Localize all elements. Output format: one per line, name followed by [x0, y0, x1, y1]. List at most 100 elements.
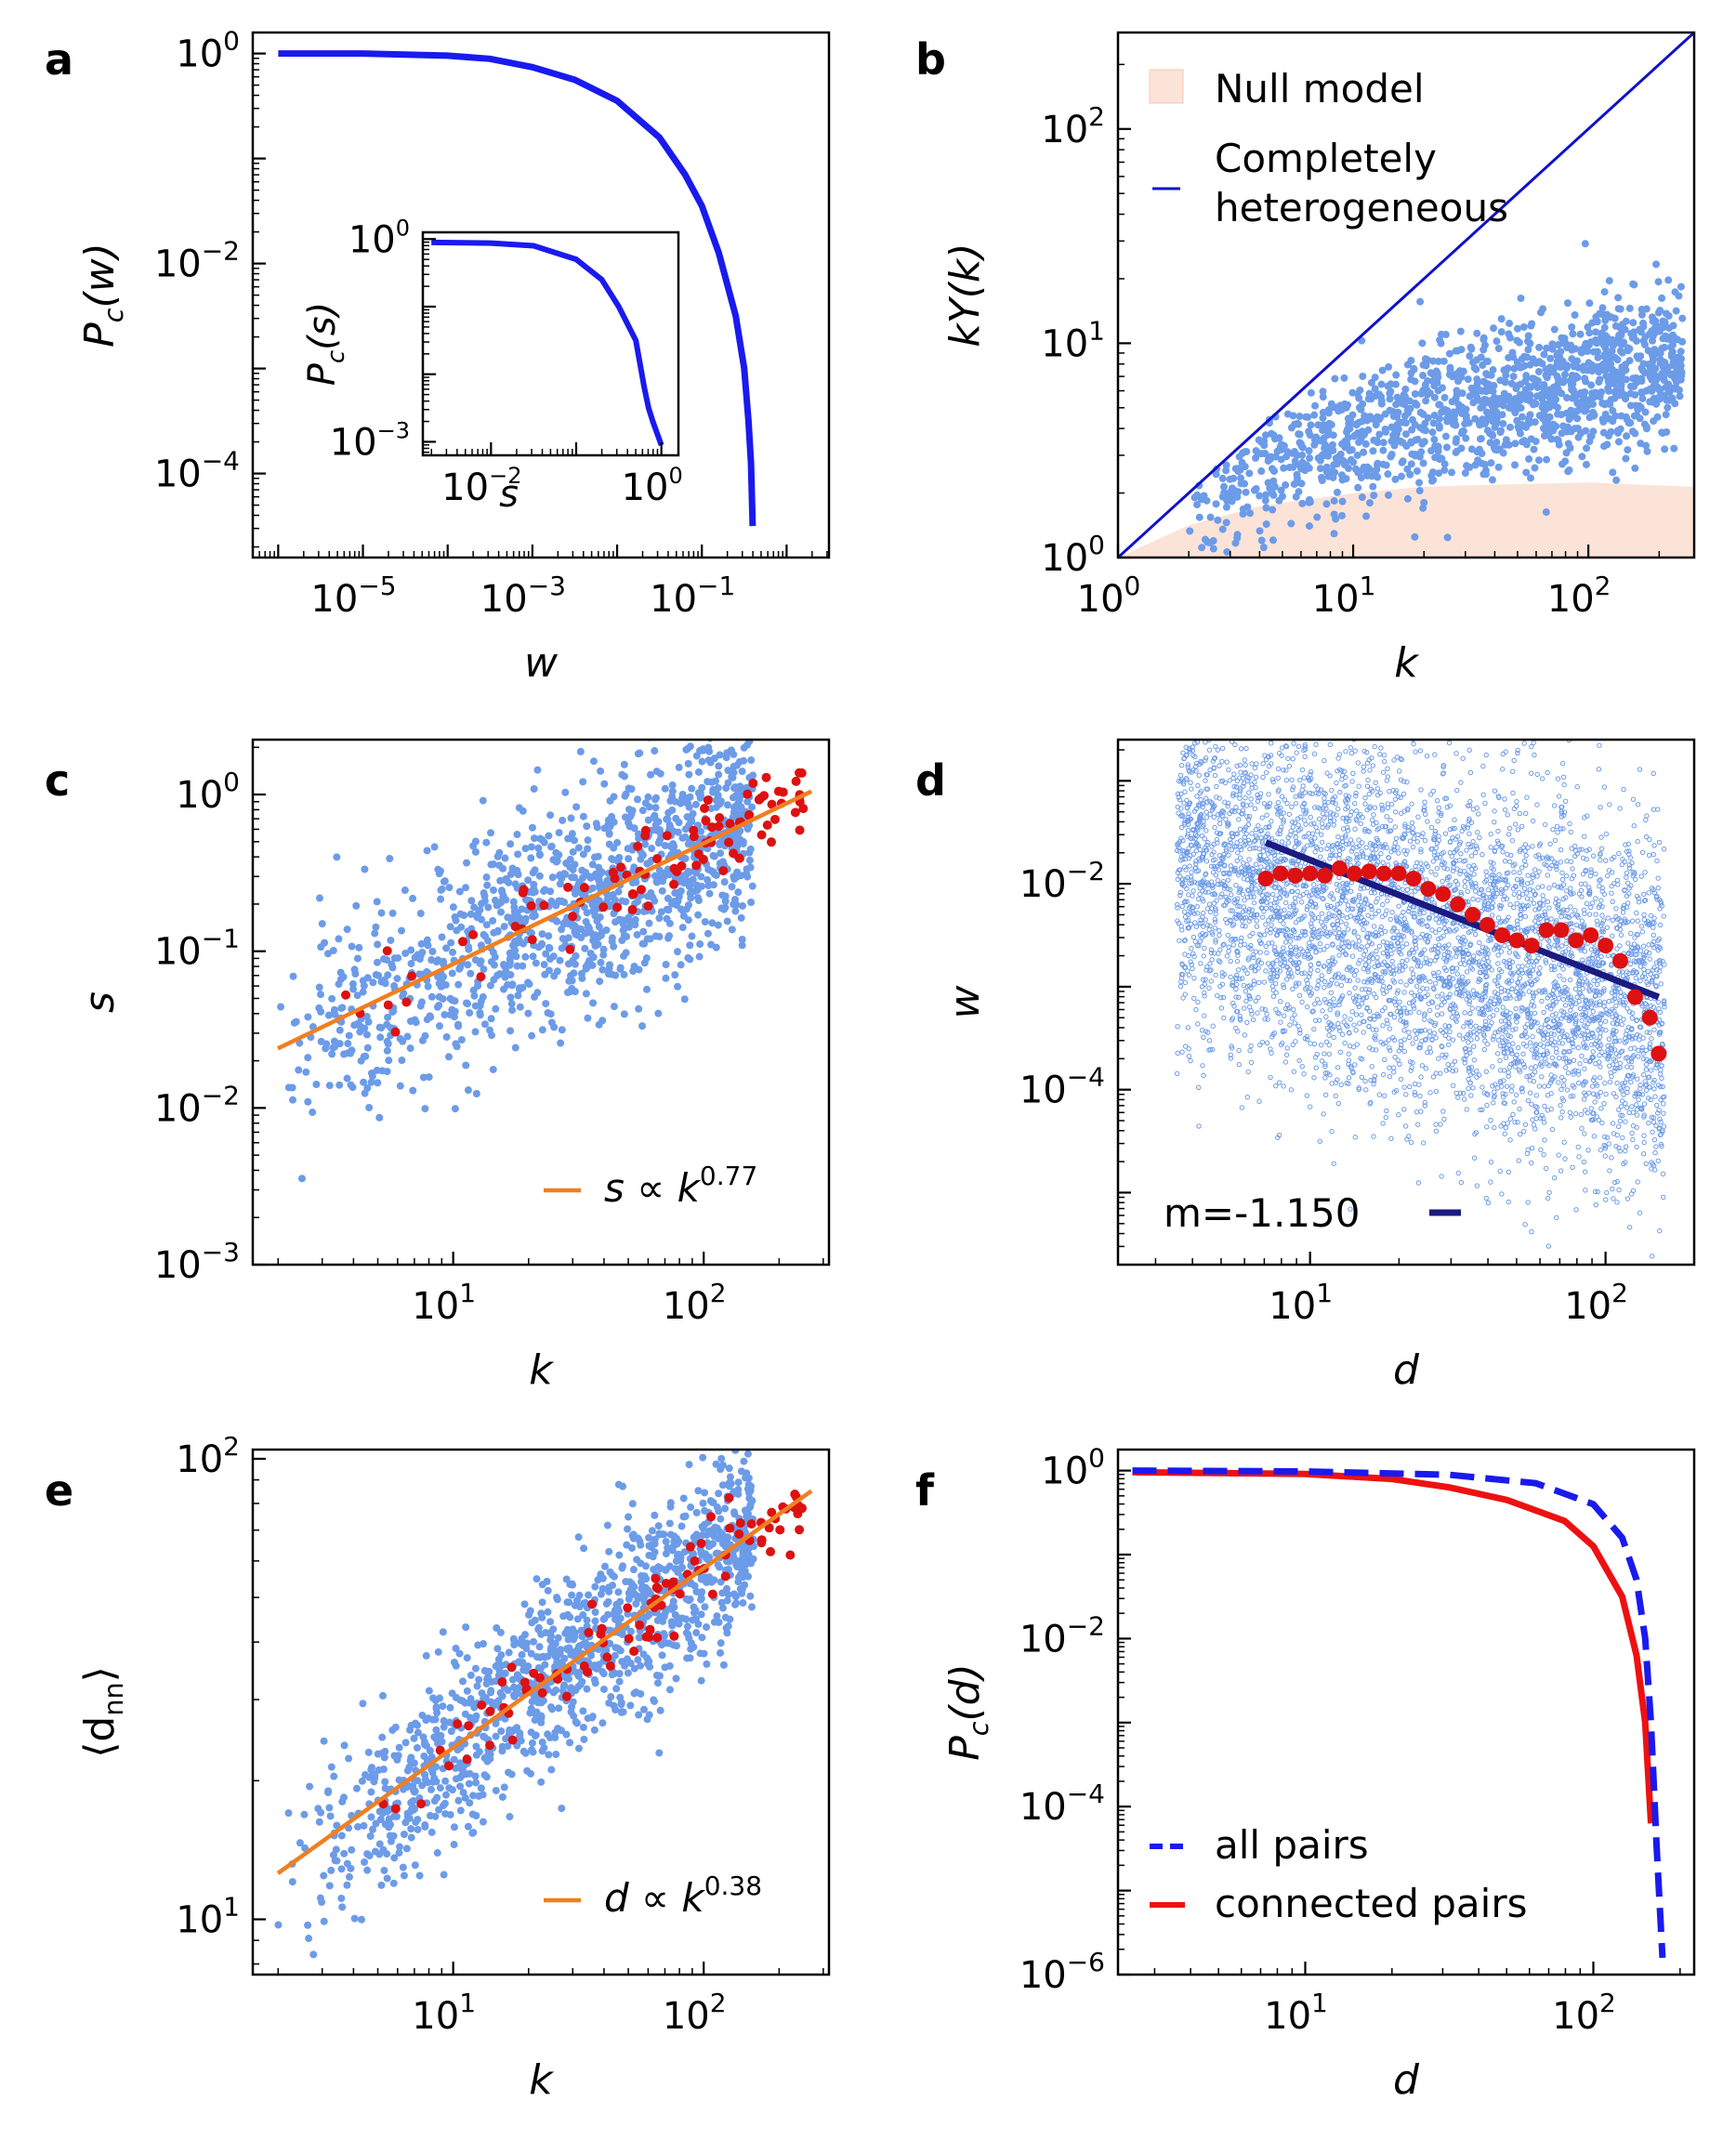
data-point	[312, 1081, 321, 1089]
data-point	[1460, 1090, 1466, 1096]
data-point	[323, 950, 332, 958]
data-point	[1306, 454, 1314, 463]
data-point	[1391, 380, 1400, 388]
data-point	[1531, 464, 1539, 472]
data-point	[1353, 1028, 1359, 1033]
data-point	[1611, 387, 1619, 396]
data-point	[1414, 435, 1422, 443]
data-point	[1513, 358, 1521, 366]
data-point	[1254, 761, 1259, 767]
binned-point	[759, 791, 769, 801]
data-point	[1203, 676, 1206, 679]
data-point	[1561, 1139, 1567, 1145]
data-point	[578, 873, 586, 882]
data-point	[1574, 994, 1580, 1000]
data-point	[365, 1103, 374, 1111]
data-point	[730, 803, 739, 811]
data-point	[470, 903, 479, 912]
data-point	[1282, 1013, 1287, 1018]
data-point	[1484, 1091, 1490, 1096]
data-point	[1285, 840, 1292, 846]
data-point	[1222, 902, 1228, 908]
data-point	[1511, 905, 1517, 911]
data-point	[1224, 685, 1228, 689]
data-point	[1401, 412, 1409, 420]
data-point	[599, 951, 608, 959]
data-point	[1334, 455, 1342, 464]
data-point	[1513, 400, 1521, 408]
data-point	[606, 796, 614, 805]
data-point	[1452, 347, 1460, 355]
data-point	[1433, 916, 1439, 922]
data-point	[1496, 376, 1505, 385]
data-point	[1421, 975, 1427, 980]
data-point	[1319, 1058, 1325, 1064]
data-point	[1639, 849, 1646, 856]
data-point	[1440, 991, 1445, 997]
data-point	[556, 956, 564, 965]
data-point	[525, 980, 533, 989]
data-point	[1408, 1068, 1414, 1073]
data-point	[330, 1037, 338, 1045]
data-point	[1417, 964, 1424, 969]
y-tick-label: 10−3	[154, 1237, 240, 1287]
data-point	[1519, 1033, 1525, 1039]
data-point	[388, 909, 397, 917]
data-point	[1591, 1075, 1598, 1081]
data-point	[1175, 1050, 1180, 1057]
data-point	[1290, 448, 1298, 456]
data-point	[1603, 400, 1611, 408]
data-point	[681, 825, 690, 834]
data-point	[1384, 1108, 1389, 1114]
data-point	[1185, 1025, 1191, 1031]
data-point	[1677, 348, 1685, 356]
data-point	[1540, 350, 1548, 359]
data-point	[1522, 1222, 1528, 1227]
data-point	[1374, 963, 1381, 969]
data-point	[1351, 972, 1358, 978]
x-axis-label: k	[529, 1346, 554, 1394]
data-point	[454, 980, 463, 989]
data-point	[1504, 1008, 1509, 1014]
data-point	[544, 1009, 552, 1017]
data-point	[277, 1003, 285, 1011]
data-point	[627, 810, 636, 819]
data-point	[1498, 949, 1505, 954]
data-point	[385, 1057, 393, 1065]
data-point	[1521, 886, 1528, 891]
data-point	[451, 1007, 459, 1016]
data-point	[375, 1113, 384, 1122]
data-point	[489, 1065, 497, 1073]
data-point	[1226, 944, 1232, 950]
data-point	[1445, 371, 1453, 379]
data-point	[1265, 892, 1271, 898]
data-point	[1474, 1031, 1480, 1037]
data-point	[1401, 831, 1407, 837]
data-point	[1478, 450, 1486, 458]
data-point	[479, 796, 487, 805]
data-point	[731, 782, 740, 791]
data-point	[656, 769, 664, 778]
data-point	[1184, 805, 1190, 810]
data-point	[424, 941, 432, 950]
data-point	[1497, 328, 1506, 336]
data-point	[572, 803, 581, 811]
data-point	[1315, 791, 1322, 796]
data-point	[572, 931, 581, 939]
data-point	[1565, 415, 1573, 424]
data-point	[1434, 357, 1442, 365]
data-point	[606, 822, 614, 831]
data-point	[317, 943, 325, 952]
data-point	[530, 784, 538, 793]
data-point	[559, 935, 567, 943]
data-point	[1313, 1065, 1319, 1070]
data-point	[559, 816, 567, 824]
data-point	[585, 873, 594, 881]
data-point	[460, 912, 468, 920]
data-point	[1226, 949, 1231, 954]
data-point	[1534, 456, 1543, 465]
data-point	[1326, 982, 1332, 989]
data-point	[1218, 492, 1227, 501]
data-point	[1219, 482, 1228, 491]
